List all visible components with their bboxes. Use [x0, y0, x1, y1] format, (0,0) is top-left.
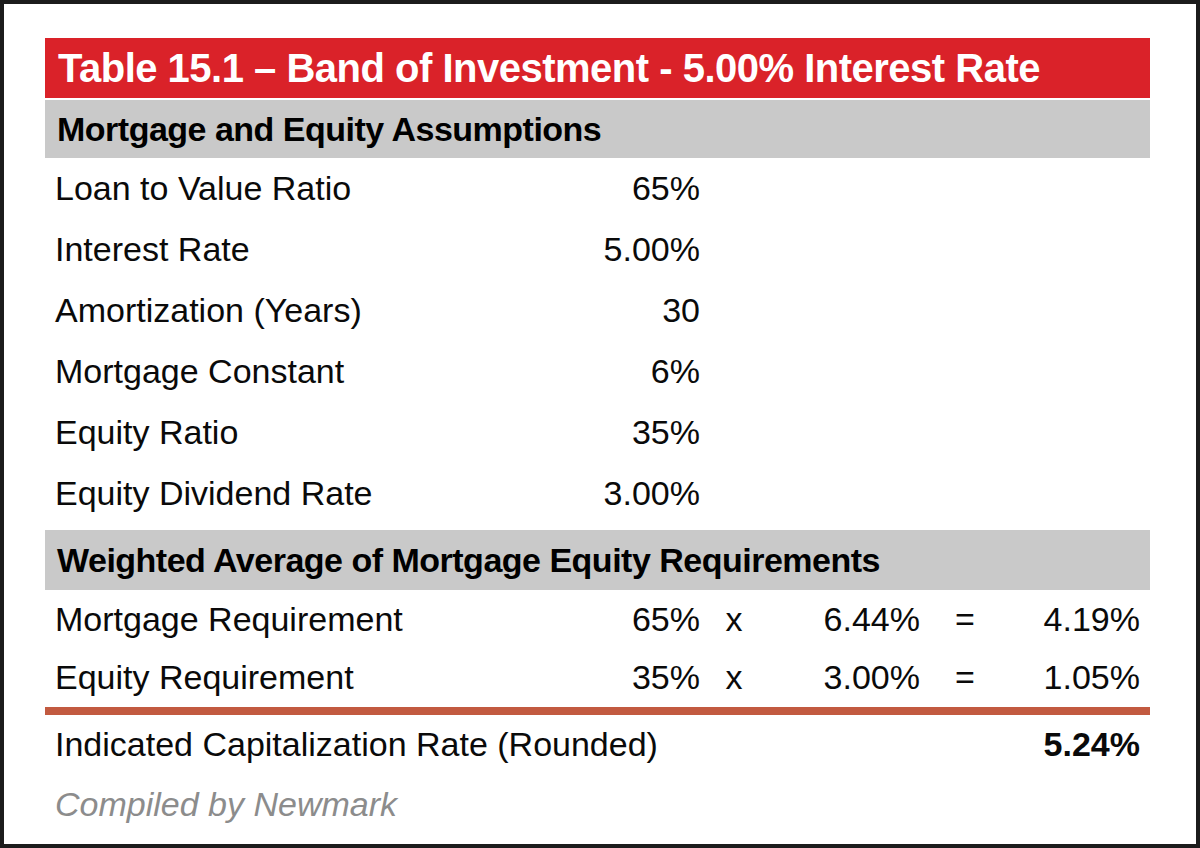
compiled-by-credit: Compiled by Newmark — [45, 785, 1150, 824]
table-figure: Table 15.1 – Band of Investment - 5.00% … — [0, 0, 1200, 848]
table-row-interest-rate: Interest Rate 5.00% — [45, 219, 1150, 280]
row-label: Equity Dividend Rate — [45, 474, 505, 513]
row-label: Interest Rate — [45, 230, 505, 269]
table-title-bar: Table 15.1 – Band of Investment - 5.00% … — [45, 38, 1150, 98]
table-row-equity-requirement: Equity Requirement 35% x 3.00% = 1.05% — [45, 648, 1150, 706]
row-label: Amortization (Years) — [45, 291, 505, 330]
summary-value: 5.24% — [1044, 725, 1140, 764]
section-header-assumptions-label: Mortgage and Equity Assumptions — [57, 110, 601, 149]
row-rate: 3.00% — [768, 658, 920, 697]
table-row-amortization: Amortization (Years) 30 — [45, 280, 1150, 341]
section-header-assumptions: Mortgage and Equity Assumptions — [45, 100, 1150, 158]
row-label: Loan to Value Ratio — [45, 169, 505, 208]
summary-label: Indicated Capitalization Rate (Rounded) — [55, 725, 658, 764]
section-header-weighted-average: Weighted Average of Mortgage Equity Requ… — [45, 530, 1150, 590]
multiply-operator: x — [700, 658, 768, 697]
row-weight: 35% — [505, 658, 700, 697]
table-content: Table 15.1 – Band of Investment - 5.00% … — [4, 4, 1196, 824]
row-label: Mortgage Constant — [45, 352, 505, 391]
row-label: Equity Requirement — [45, 658, 505, 697]
table-row-indicated-cap-rate: Indicated Capitalization Rate (Rounded) … — [45, 715, 1150, 773]
row-label: Equity Ratio — [45, 413, 505, 452]
row-value: 5.00% — [505, 230, 700, 269]
row-weight: 65% — [505, 600, 700, 639]
row-rate: 6.44% — [768, 600, 920, 639]
row-value: 3.00% — [505, 474, 700, 513]
row-value: 6% — [505, 352, 700, 391]
row-value: 35% — [505, 413, 700, 452]
row-label: Mortgage Requirement — [45, 600, 505, 639]
section-header-weighted-average-label: Weighted Average of Mortgage Equity Requ… — [57, 541, 880, 580]
equals-operator: = — [920, 658, 1010, 697]
table-row-loan-to-value: Loan to Value Ratio 65% — [45, 158, 1150, 219]
table-row-mortgage-requirement: Mortgage Requirement 65% x 6.44% = 4.19% — [45, 590, 1150, 648]
multiply-operator: x — [700, 600, 768, 639]
table-row-equity-ratio: Equity Ratio 35% — [45, 402, 1150, 463]
equals-operator: = — [920, 600, 1010, 639]
table-title: Table 15.1 – Band of Investment - 5.00% … — [58, 46, 1040, 91]
row-value: 30 — [505, 291, 700, 330]
summary-divider-rule — [45, 707, 1150, 715]
row-value: 65% — [505, 169, 700, 208]
table-row-equity-dividend-rate: Equity Dividend Rate 3.00% — [45, 463, 1150, 524]
row-result: 1.05% — [1010, 658, 1140, 697]
row-result: 4.19% — [1010, 600, 1140, 639]
table-row-mortgage-constant: Mortgage Constant 6% — [45, 341, 1150, 402]
